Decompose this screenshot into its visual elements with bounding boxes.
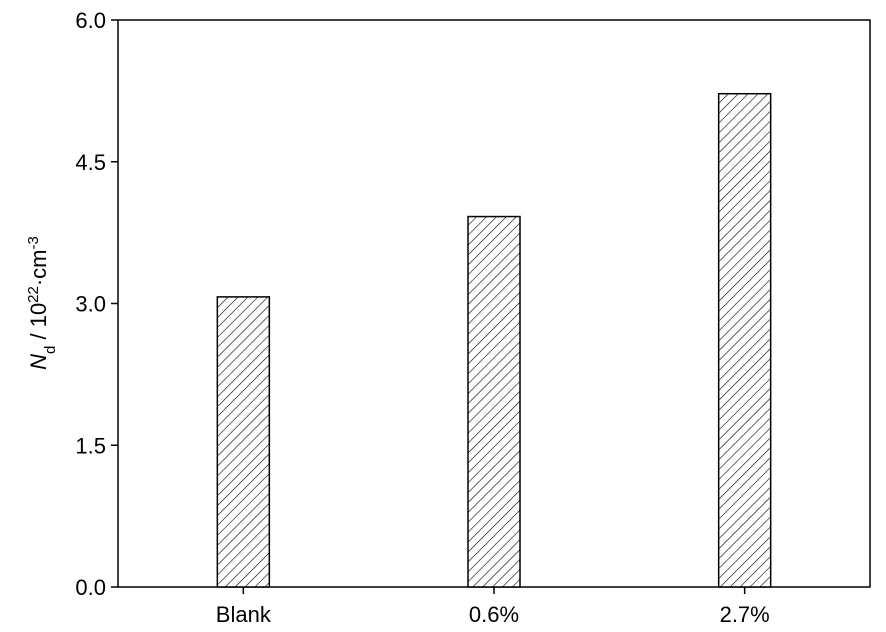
y-label-part: ·cm [26, 249, 51, 286]
y-label-part: d [42, 346, 59, 354]
y-tick-label: 3.0 [75, 292, 106, 317]
y-label-part: -3 [25, 236, 42, 249]
bar [216, 296, 271, 588]
x-tick-label: 2.7% [720, 602, 770, 627]
y-label-part: / 10 [26, 303, 51, 346]
y-tick-label: 1.5 [75, 433, 106, 458]
y-label-part: 22 [25, 286, 42, 303]
y-axis-label: Nd / 1022·cm-3 [25, 236, 59, 370]
x-tick-label: Blank [216, 602, 272, 627]
y-tick-label: 6.0 [75, 8, 106, 33]
bar [717, 92, 772, 588]
x-tick-label: 0.6% [469, 602, 519, 627]
y-label-part: N [26, 354, 51, 370]
y-tick-label: 4.5 [75, 150, 106, 175]
y-tick-label: 0.0 [75, 575, 106, 600]
bar [467, 215, 521, 588]
